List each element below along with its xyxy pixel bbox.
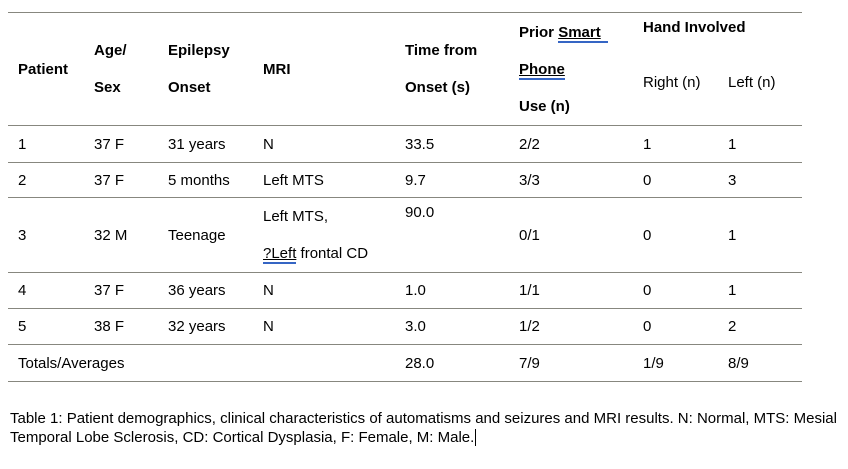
mri-line: frontal CD <box>296 245 369 262</box>
table-row-patient-3: 3 32 M Teenage Left MTS, ?Left frontal CD… <box>8 197 802 273</box>
mri-line: Left MTS, <box>263 208 329 225</box>
col-header-hand-involved[interactable]: Hand Involved <box>643 19 746 36</box>
header-line: Epilepsy <box>168 42 230 59</box>
col-header-epilepsy-onset[interactable]: Epilepsy Onset <box>158 12 253 126</box>
cell-mri[interactable]: N <box>253 308 395 345</box>
header-line: Time from <box>405 42 478 59</box>
cell-prior-use[interactable]: 1/1 <box>509 272 633 309</box>
cell-prior-use[interactable]: 1/2 <box>509 308 633 345</box>
col-header-mri[interactable]: MRI <box>253 12 395 126</box>
header-line: Onset (s) <box>405 79 471 96</box>
cell-totals-prior-use[interactable]: 7/9 <box>509 344 633 382</box>
col-header-right-n[interactable]: Right (n) <box>633 69 718 126</box>
table-row-patient-1: 1 37 F 31 years N 33.5 2/2 1 1 <box>8 125 802 163</box>
cell-onset[interactable]: 36 years <box>158 272 253 309</box>
cell-left-hand[interactable]: 1 <box>718 272 802 309</box>
cell-prior-use[interactable]: 0/1 <box>509 197 633 273</box>
cell-age-sex[interactable]: 37 F <box>84 272 158 309</box>
cell-patient[interactable]: 3 <box>8 197 84 273</box>
cell-time[interactable]: 33.5 <box>395 125 509 163</box>
cell-age-sex[interactable]: 37 F <box>84 125 158 163</box>
cell-patient[interactable]: 2 <box>8 162 84 198</box>
cell-patient[interactable]: 4 <box>8 272 84 309</box>
patient-demographics-table: Patient Age/Sex Epilepsy Onset MRI Time f… <box>8 12 802 382</box>
header-line: Age/ <box>94 42 127 59</box>
cell-left-hand[interactable]: 2 <box>718 308 802 345</box>
col-header-time-from-onset[interactable]: Time from Onset (s) <box>395 12 509 126</box>
header-row-2: Right (n) Left (n) <box>8 69 802 126</box>
caption-text: Table 1: Patient demographics, clinical … <box>10 410 837 446</box>
cell-left-hand[interactable]: 1 <box>718 197 802 273</box>
cell-age-sex[interactable]: 37 F <box>84 162 158 198</box>
cell-right-hand[interactable]: 0 <box>633 197 718 273</box>
cell-mri[interactable]: N <box>253 125 395 163</box>
header-row-1: Patient Age/Sex Epilepsy Onset MRI Time f… <box>8 12 802 126</box>
cell-prior-use[interactable]: 3/3 <box>509 162 633 198</box>
header-line: Use (n) <box>519 97 570 115</box>
cell-left-hand[interactable]: 1 <box>718 125 802 163</box>
cell-totals-label[interactable]: Totals/Averages <box>8 344 395 382</box>
grammar-flagged-word[interactable]: Phone <box>519 60 565 78</box>
cell-mri[interactable]: N <box>253 272 395 309</box>
cell-right-hand[interactable]: 0 <box>633 272 718 309</box>
cell-time[interactable]: 3.0 <box>395 308 509 345</box>
cell-left-hand[interactable]: 3 <box>718 162 802 198</box>
table-row-patient-5: 5 38 F 32 years N 3.0 1/2 0 2 <box>8 308 802 345</box>
cell-onset[interactable]: 5 months <box>158 162 253 198</box>
table-row-patient-2: 2 37 F 5 months Left MTS 9.7 3/3 0 3 <box>8 162 802 198</box>
cell-totals-left-hand[interactable]: 8/9 <box>718 344 802 382</box>
cell-onset[interactable]: Teenage <box>158 197 253 273</box>
col-header-patient[interactable]: Patient <box>8 12 84 126</box>
cell-patient[interactable]: 5 <box>8 308 84 345</box>
cell-right-hand[interactable]: 0 <box>633 162 718 198</box>
header-line: Onset <box>168 79 211 96</box>
table-row-patient-4: 4 37 F 36 years N 1.0 1/1 0 1 <box>8 272 802 309</box>
table-caption[interactable]: Table 1: Patient demographics, clinical … <box>10 409 844 447</box>
cell-time[interactable]: 1.0 <box>395 272 509 309</box>
cell-time[interactable]: 9.7 <box>395 162 509 198</box>
cell-age-sex[interactable]: 32 M <box>84 197 158 273</box>
header-line: Prior <box>519 23 559 41</box>
col-header-prior-smartphone-use[interactable]: Prior Smart Phone Use (n) <box>509 12 633 126</box>
cell-mri[interactable]: Left MTS, ?Left frontal CD <box>253 197 395 273</box>
cell-right-hand[interactable]: 0 <box>633 308 718 345</box>
col-header-age-sex[interactable]: Age/Sex <box>84 12 158 126</box>
cell-onset[interactable]: 32 years <box>158 308 253 345</box>
cell-mri[interactable]: Left MTS <box>253 162 395 198</box>
cell-age-sex[interactable]: 38 F <box>84 308 158 345</box>
cell-time[interactable]: 90.0 <box>395 197 509 273</box>
cell-onset[interactable]: 31 years <box>158 125 253 163</box>
col-header-left-n[interactable]: Left (n) <box>718 69 802 126</box>
grammar-flagged-word[interactable]: Smart <box>558 24 608 41</box>
cell-totals-time[interactable]: 28.0 <box>395 344 509 382</box>
cell-right-hand[interactable]: 1 <box>633 125 718 163</box>
document-page: Patient Age/Sex Epilepsy Onset MRI Time f… <box>0 12 848 469</box>
cell-prior-use[interactable]: 2/2 <box>509 125 633 163</box>
header-line: Sex <box>94 79 121 96</box>
cell-patient[interactable]: 1 <box>8 125 84 163</box>
table-row-totals: Totals/Averages 28.0 7/9 1/9 8/9 <box>8 344 802 382</box>
cell-totals-right-hand[interactable]: 1/9 <box>633 344 718 382</box>
grammar-flagged-word[interactable]: ?Left <box>263 245 297 262</box>
text-cursor <box>475 429 477 446</box>
